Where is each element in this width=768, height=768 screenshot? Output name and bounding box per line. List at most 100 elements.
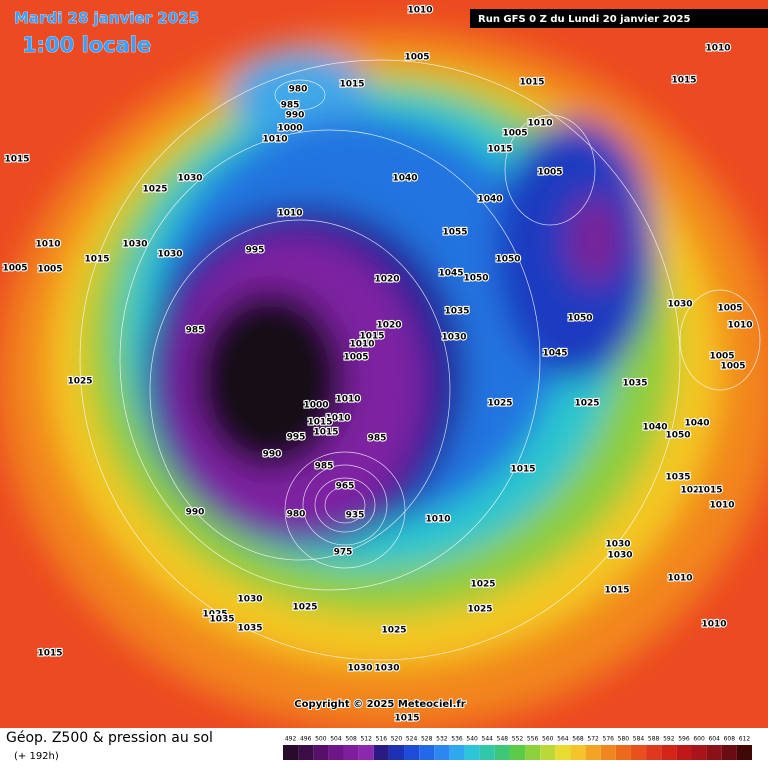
scale-cell bbox=[343, 745, 359, 760]
isobar-label: 1005 bbox=[709, 352, 734, 362]
isobar-label: 1015 bbox=[697, 486, 722, 496]
scale-cell bbox=[419, 745, 435, 760]
isobar-label: 1010 bbox=[705, 44, 730, 54]
isobar-label: 1030 bbox=[667, 300, 692, 310]
isobar-label: 1030 bbox=[605, 540, 630, 550]
scale-label: 560 bbox=[542, 736, 554, 743]
scale-cell bbox=[283, 745, 299, 760]
isobar-label: 1015 bbox=[359, 332, 384, 342]
scale-label: 552 bbox=[512, 736, 524, 743]
isobar-label: 1045 bbox=[542, 349, 567, 359]
isobar-label: 995 bbox=[246, 246, 265, 256]
scale-label: 520 bbox=[391, 736, 403, 743]
isobar-label: 1015 bbox=[37, 649, 62, 659]
isobar-label: 1020 bbox=[374, 275, 399, 285]
scale-cell bbox=[721, 745, 737, 760]
isobar-label: 1005 bbox=[37, 265, 62, 275]
isobar-label: 1015 bbox=[307, 418, 332, 428]
scale-cell bbox=[555, 745, 571, 760]
isobar-label: 1015 bbox=[394, 714, 419, 724]
scale-label: 540 bbox=[466, 736, 478, 743]
scale-label: 584 bbox=[633, 736, 645, 743]
isobar-label: 1005 bbox=[2, 264, 27, 274]
isobar-label: 1025 bbox=[142, 185, 167, 195]
isobar-label: 985 bbox=[315, 462, 334, 472]
scale-cell bbox=[600, 745, 616, 760]
isobar-label: 1005 bbox=[537, 168, 562, 178]
isobar-label: 1035 bbox=[237, 624, 262, 634]
isobar-label: 965 bbox=[336, 482, 355, 492]
scale-cell bbox=[585, 745, 601, 760]
isobar-label: 985 bbox=[368, 434, 387, 444]
scale-cell bbox=[328, 745, 344, 760]
isobar-label: 1025 bbox=[67, 377, 92, 387]
isobar-label: 1010 bbox=[667, 574, 692, 584]
scale-label: 496 bbox=[300, 736, 312, 743]
isobar-label: 1015 bbox=[604, 586, 629, 596]
scale-label: 508 bbox=[345, 736, 357, 743]
isobar-label: 1010 bbox=[407, 6, 432, 16]
scale-cell bbox=[676, 745, 692, 760]
time: 1:00 locale bbox=[22, 33, 151, 57]
scale-cell bbox=[646, 745, 662, 760]
isobar-label: 1010 bbox=[35, 240, 60, 250]
scale-cell bbox=[358, 745, 374, 760]
scale-label: 596 bbox=[678, 736, 690, 743]
isobar-label: 1025 bbox=[470, 580, 495, 590]
isobar-label: 935 bbox=[346, 511, 365, 521]
isobar-label: 1010 bbox=[709, 501, 734, 511]
scale-label: 548 bbox=[497, 736, 509, 743]
scale-cell bbox=[479, 745, 495, 760]
scale-label: 576 bbox=[603, 736, 615, 743]
scale-cell bbox=[388, 745, 405, 760]
isobar-label: 1015 bbox=[671, 76, 696, 86]
run-box bbox=[470, 9, 768, 28]
isobar-label: 1005 bbox=[720, 362, 745, 372]
isobar-label: 1055 bbox=[442, 228, 467, 238]
scale-cell bbox=[449, 745, 465, 760]
isobar-label: 1050 bbox=[567, 314, 592, 324]
isobar-label: 1015 bbox=[4, 155, 29, 165]
isobar-label: 1030 bbox=[237, 595, 262, 605]
scale-cell bbox=[661, 745, 677, 760]
scale-label: 528 bbox=[421, 736, 433, 743]
date: Mardi 28 janvier 2025 bbox=[14, 9, 199, 27]
isobar-label: 1035 bbox=[622, 379, 647, 389]
scale-label: 492 bbox=[285, 736, 297, 743]
run-info: Run GFS 0 Z du Lundi 20 janvier 2025 bbox=[478, 14, 690, 25]
isobar-label: 995 bbox=[287, 433, 306, 443]
geopotential-field bbox=[0, 0, 768, 730]
isobar-label: 985 bbox=[281, 101, 300, 111]
scale-cell bbox=[494, 745, 510, 760]
scale-cell bbox=[373, 745, 389, 760]
isobar-label: 1045 bbox=[438, 269, 463, 279]
isobar-label: 1030 bbox=[157, 250, 182, 260]
isobar-label: 1040 bbox=[684, 419, 709, 429]
scale-label: 516 bbox=[376, 736, 388, 743]
scale-cell bbox=[464, 745, 480, 760]
scale-cell bbox=[540, 745, 556, 760]
scale-label: 592 bbox=[663, 736, 675, 743]
isobar-label: 1015 bbox=[510, 465, 535, 475]
scale-cell bbox=[298, 745, 314, 760]
isobar-label: 1040 bbox=[477, 195, 502, 205]
isobar-label: 980 bbox=[287, 510, 306, 520]
scale-label: 504 bbox=[330, 736, 342, 743]
isobar-label: 1030 bbox=[607, 551, 632, 561]
isobar-label: 1035 bbox=[209, 615, 234, 625]
scale-cell bbox=[736, 745, 752, 760]
isobar-label: 1030 bbox=[177, 174, 202, 184]
isobar-label: 980 bbox=[289, 85, 308, 95]
scale-label: 544 bbox=[482, 736, 494, 743]
isobar-label: 1010 bbox=[425, 515, 450, 525]
isobar-label: 1000 bbox=[277, 124, 302, 134]
scale-label: 572 bbox=[587, 736, 599, 743]
isobar-label: 1025 bbox=[467, 605, 492, 615]
isobar-label: 1015 bbox=[313, 428, 338, 438]
field-name: Géop. Z500 & pression au sol bbox=[6, 730, 213, 746]
isobar-label: 1000 bbox=[303, 401, 328, 411]
scale-label: 580 bbox=[618, 736, 630, 743]
isobar-label: 1015 bbox=[519, 78, 544, 88]
scale-label: 564 bbox=[557, 736, 569, 743]
isobar-label: 985 bbox=[186, 326, 205, 336]
